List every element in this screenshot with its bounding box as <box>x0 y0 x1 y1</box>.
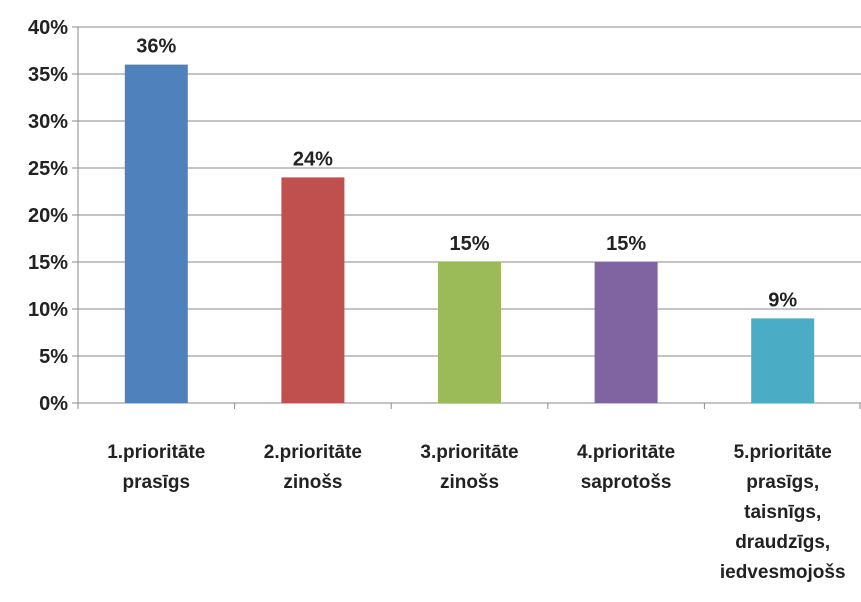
bar <box>281 177 344 403</box>
bar <box>751 318 814 403</box>
bar <box>438 262 501 403</box>
category-labels: 1.prioritāte prasīgs 2.prioritāte zinošs 3.p… <box>107 442 845 583</box>
x-category-label: zinošs <box>440 472 499 493</box>
bar <box>595 262 658 403</box>
x-category-label: saprotošs <box>581 472 672 493</box>
x-category-label: taisnīgs, <box>744 502 821 523</box>
data-label: 15% <box>449 233 489 255</box>
x-category-label: 3.prioritāte <box>420 442 518 463</box>
x-category-label: 1.prioritāte <box>107 442 205 463</box>
data-label: 9% <box>768 289 797 311</box>
x-category-label: 4.prioritāte <box>577 442 675 463</box>
data-label: 24% <box>293 148 333 170</box>
y-tick-label: 10% <box>28 299 68 321</box>
x-category-label: draudzīgs, <box>735 532 830 553</box>
y-tick-label: 20% <box>28 205 68 227</box>
y-tick-label: 30% <box>28 111 68 133</box>
x-category-label: prasīgs <box>123 472 191 493</box>
y-tick-label: 40% <box>28 17 68 39</box>
y-tick-label: 5% <box>39 346 68 368</box>
bar <box>125 65 188 403</box>
x-category-label: iedvesmojošs <box>720 562 846 583</box>
y-tick-label: 25% <box>28 158 68 180</box>
x-category-label: 5.prioritāte <box>734 442 832 463</box>
data-label: 36% <box>136 36 176 58</box>
data-label: 15% <box>606 233 646 255</box>
y-tick-label: 35% <box>28 64 68 86</box>
x-category-label: prasīgs, <box>746 472 819 493</box>
x-category-label: 2.prioritāte <box>264 442 362 463</box>
y-tick-label: 15% <box>28 252 68 274</box>
y-axis-ticks: 0% 5% 10% 15% 20% 25% 30% 35% 40% <box>28 17 78 415</box>
y-tick-label: 0% <box>39 393 68 415</box>
x-category-label: zinošs <box>283 472 342 493</box>
